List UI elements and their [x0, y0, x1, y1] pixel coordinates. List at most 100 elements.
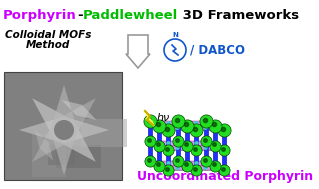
Point — [193, 149, 198, 152]
Point — [147, 139, 152, 143]
Polygon shape — [178, 121, 215, 125]
Point — [166, 162, 171, 165]
Polygon shape — [32, 98, 96, 162]
Text: N: N — [172, 32, 178, 38]
Point — [156, 144, 161, 147]
Point — [164, 147, 169, 150]
Circle shape — [54, 120, 74, 140]
Point — [192, 167, 197, 170]
Point — [174, 118, 179, 121]
Point — [174, 158, 179, 161]
Point — [147, 119, 152, 122]
Point — [184, 144, 189, 147]
Point — [193, 129, 198, 132]
Point — [147, 160, 152, 163]
Point — [203, 166, 208, 169]
Point — [202, 118, 207, 121]
Bar — [48, 145, 75, 165]
Point — [194, 122, 199, 125]
Text: -: - — [77, 9, 83, 22]
Point — [164, 167, 169, 170]
Polygon shape — [150, 121, 187, 125]
Point — [221, 129, 226, 132]
Point — [166, 122, 171, 125]
Polygon shape — [32, 98, 96, 162]
Point — [166, 149, 171, 152]
Point — [175, 126, 180, 129]
Bar — [81, 119, 127, 147]
Point — [204, 139, 209, 143]
Point — [156, 124, 161, 127]
Polygon shape — [144, 110, 154, 126]
Text: Paddlewheel: Paddlewheel — [83, 9, 178, 22]
Point — [146, 118, 151, 121]
Point — [166, 142, 171, 145]
Point — [183, 163, 188, 166]
Polygon shape — [159, 146, 196, 150]
Point — [212, 124, 218, 127]
Polygon shape — [159, 166, 196, 170]
Point — [221, 149, 226, 152]
Point — [146, 158, 151, 161]
Point — [192, 127, 197, 130]
Point — [175, 119, 181, 122]
Text: Porphyrin: Porphyrin — [3, 9, 77, 22]
Text: Colloidal MOFs: Colloidal MOFs — [5, 30, 91, 40]
Point — [175, 160, 181, 163]
Point — [212, 164, 218, 167]
Point — [164, 127, 169, 130]
Point — [202, 138, 207, 141]
Text: 3D Frameworks: 3D Frameworks — [178, 9, 299, 22]
Point — [166, 129, 171, 132]
Polygon shape — [187, 166, 224, 170]
Text: Method: Method — [26, 40, 70, 50]
Point — [184, 124, 189, 127]
Point — [175, 146, 180, 149]
Polygon shape — [50, 85, 78, 175]
Point — [155, 122, 160, 125]
Polygon shape — [19, 116, 109, 143]
Point — [211, 163, 216, 166]
Point — [166, 168, 171, 171]
Bar — [32, 134, 66, 177]
Text: / DABCO: / DABCO — [190, 43, 245, 57]
Point — [194, 142, 199, 145]
Point — [155, 143, 160, 146]
Point — [211, 143, 216, 146]
Point — [202, 158, 207, 161]
Polygon shape — [150, 141, 187, 146]
Point — [156, 164, 161, 167]
Polygon shape — [159, 125, 196, 130]
Polygon shape — [62, 100, 96, 120]
Point — [184, 164, 189, 167]
Point — [175, 139, 181, 143]
Point — [220, 127, 225, 130]
Polygon shape — [187, 146, 224, 150]
Point — [146, 138, 151, 141]
Point — [220, 147, 225, 150]
Point — [220, 167, 225, 170]
Point — [204, 160, 209, 163]
Polygon shape — [35, 129, 53, 161]
Text: hν: hν — [157, 113, 170, 123]
Point — [183, 143, 188, 146]
Point — [192, 147, 197, 150]
Point — [193, 168, 198, 171]
Point — [194, 162, 199, 165]
Point — [204, 119, 209, 122]
Bar — [56, 145, 101, 168]
Point — [212, 144, 218, 147]
Point — [175, 166, 180, 169]
Point — [221, 168, 226, 171]
Text: Uncoordinated Porphyrin: Uncoordinated Porphyrin — [137, 170, 313, 183]
Point — [174, 138, 179, 141]
Polygon shape — [178, 161, 215, 166]
Point — [203, 146, 208, 149]
Bar — [4, 72, 122, 180]
Polygon shape — [178, 141, 215, 146]
Polygon shape — [187, 125, 224, 130]
Point — [183, 122, 188, 125]
Polygon shape — [150, 161, 187, 166]
Point — [203, 126, 208, 129]
Point — [211, 122, 216, 125]
